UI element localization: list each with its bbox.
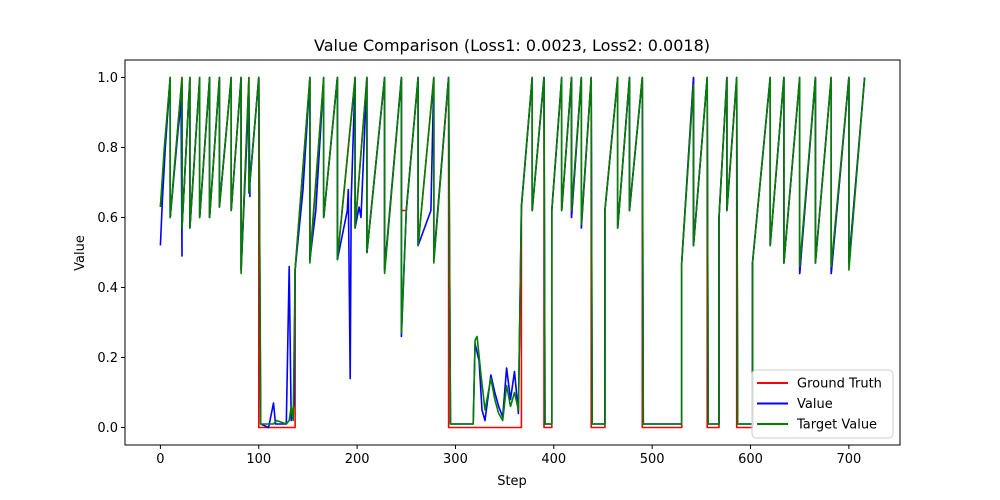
- y-tick-label: 0.2: [97, 351, 118, 366]
- x-tick-label: 400: [541, 452, 566, 467]
- legend: Ground Truth Value Target Value: [751, 369, 894, 439]
- x-tick-label: 500: [640, 452, 665, 467]
- x-tick-label: 600: [738, 452, 763, 467]
- chart-title: Value Comparison (Loss1: 0.0023, Loss2: …: [314, 36, 710, 55]
- y-axis-title: Value: [73, 235, 88, 271]
- x-axis: 0 100 200 300 400 500 600 700: [156, 445, 861, 467]
- legend-label: Value: [797, 397, 833, 412]
- x-tick-label: 700: [836, 452, 861, 467]
- x-tick-label: 300: [443, 452, 468, 467]
- legend-label: Ground Truth: [797, 377, 882, 392]
- y-tick-label: 0.4: [97, 281, 118, 296]
- legend-label: Target Value: [796, 418, 877, 433]
- y-tick-label: 0.0: [97, 421, 118, 436]
- series-layer: [159, 76, 866, 429]
- x-tick-label: 200: [345, 452, 370, 467]
- y-tick-label: 0.8: [97, 141, 118, 156]
- y-tick-label: 0.6: [97, 211, 118, 226]
- series-line-target-value: [159, 76, 866, 425]
- legend-box: [751, 369, 894, 439]
- plot-area: [124, 59, 901, 446]
- y-axis: 0.0 0.2 0.4 0.6 0.8 1.0: [97, 71, 125, 436]
- y-tick-label: 1.0: [97, 71, 118, 86]
- plot-frame: [124, 59, 901, 446]
- x-axis-title: Step: [497, 474, 527, 489]
- x-tick-label: 100: [246, 452, 271, 467]
- x-tick-label: 0: [156, 452, 164, 467]
